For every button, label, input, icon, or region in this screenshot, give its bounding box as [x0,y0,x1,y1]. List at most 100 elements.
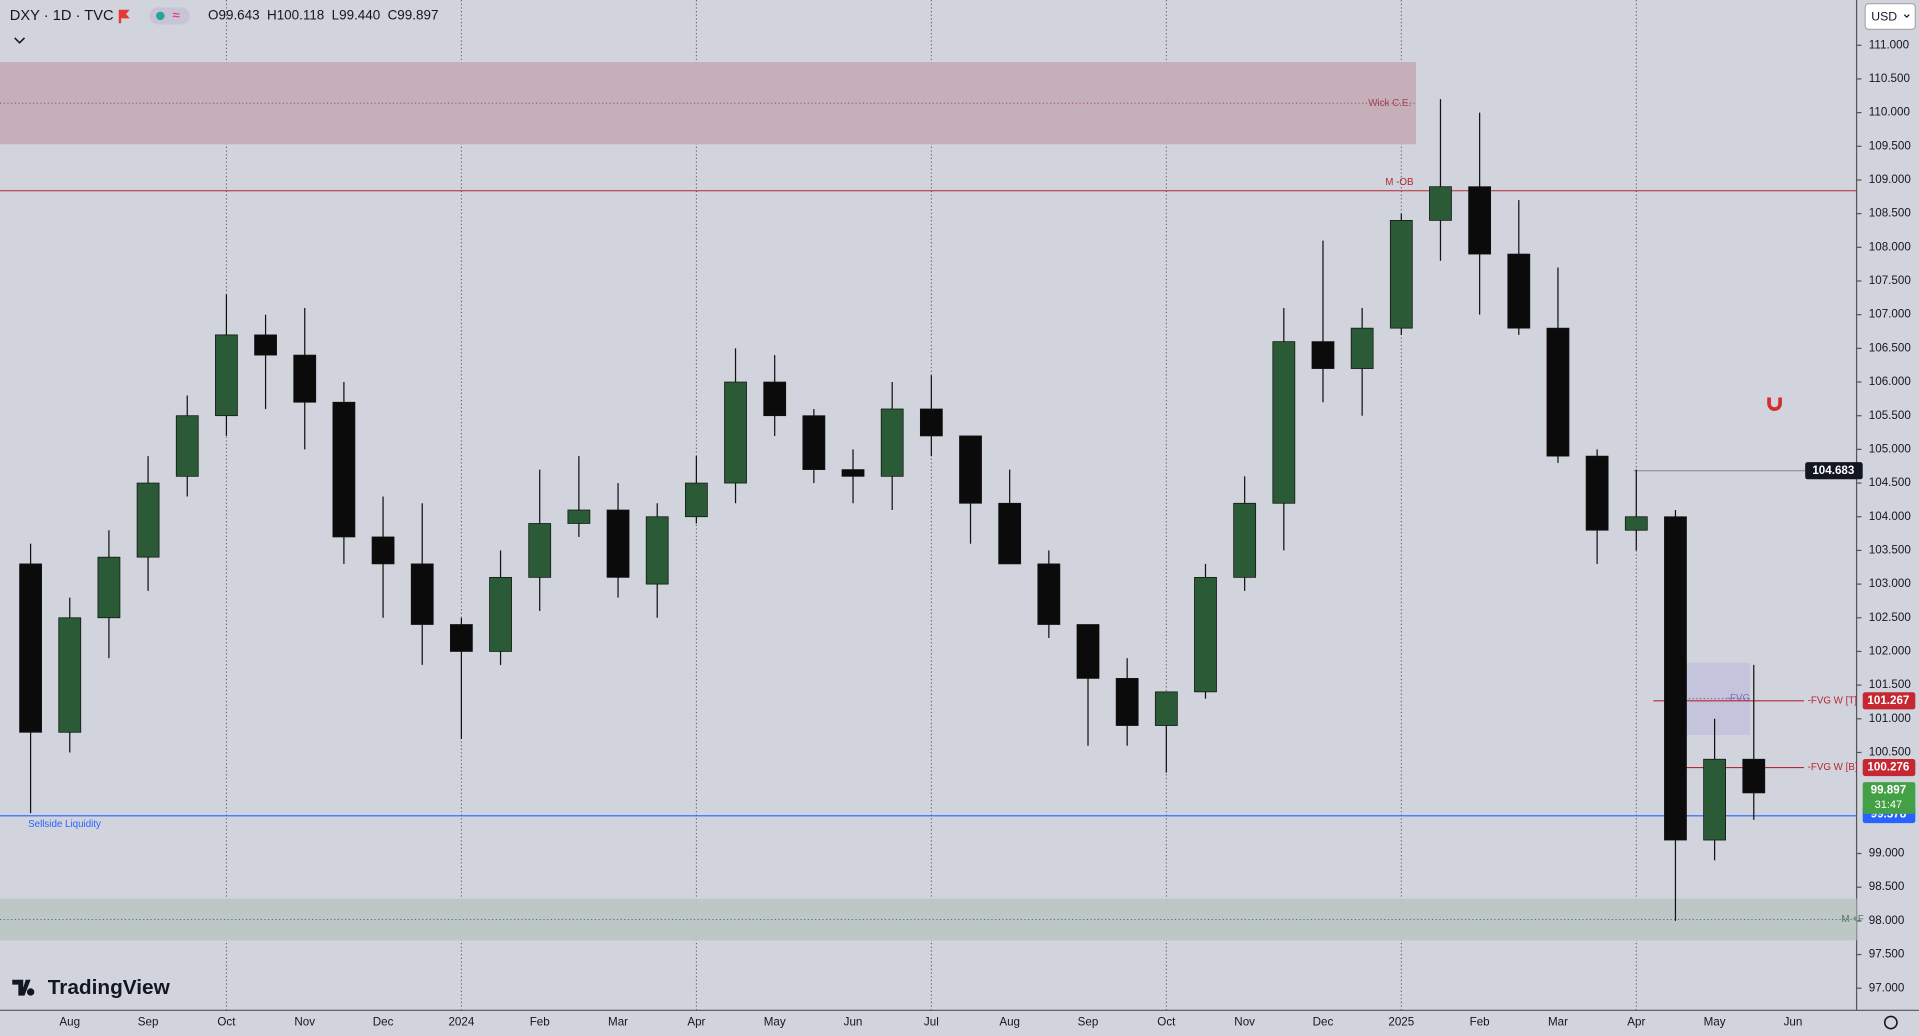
candle-body [19,563,42,733]
currency-button[interactable] [1864,3,1916,30]
ohlc-value: 100.118 [277,7,325,22]
zone [0,62,1416,145]
x-tick-label: May [764,1016,786,1029]
x-tick-label: Sep [138,1016,159,1029]
y-tick-label: 99.000 [1869,847,1905,860]
x-tick-label: Aug [59,1016,80,1029]
level-label: -FVG W [B] [1808,762,1858,773]
y-tick-label: 102.000 [1869,645,1911,658]
ohlc-value: 99.440 [339,7,380,22]
candle-body [332,401,356,538]
y-tick-label: 111.000 [1869,38,1909,51]
status-dot [156,11,165,21]
candle-body [684,482,708,518]
collapse-icon[interactable] [14,37,26,44]
candle-body [1115,678,1139,726]
plot-bg [0,0,1857,1010]
candle-body [1429,186,1452,221]
price-tag [1862,782,1916,814]
x-tick-label: May [1704,1016,1726,1029]
price-tag [1805,462,1863,480]
y-tick-label: 98.500 [1869,880,1905,893]
candle-body [410,563,434,625]
candle-body [136,482,160,558]
y-tick-label: 106.500 [1869,341,1911,354]
y-tick-label: 104.500 [1869,476,1911,489]
candle-body [175,415,199,477]
x-tick-label: Dec [373,1016,394,1029]
x-tick-label: Mar [608,1016,628,1029]
candle-body [1350,327,1374,369]
x-tick-label: Oct [1157,1016,1176,1029]
candle-body [1468,186,1492,255]
candle-body [1037,563,1061,625]
level-label: -FVG W [T] [1808,695,1858,706]
candle-body [1233,502,1257,578]
price-axis[interactable] [1856,0,1919,1036]
candle-body [802,415,826,470]
price-tag [1862,692,1916,710]
candle-body [1703,758,1726,841]
price-tag-label: 104.683 [1812,464,1855,477]
candle-body [1624,516,1648,531]
x-tick-label: Feb [1470,1016,1490,1029]
zone [0,898,1857,941]
x-tick-label: Dec [1313,1016,1334,1029]
candle-body [880,408,904,477]
y-tick-label: 108.500 [1869,207,1911,220]
zone-label: Wick C.E. [1368,98,1411,109]
candle-body [528,523,552,578]
ohlc-legend: O 99.643 H 100.118 L 99.440 C 99.897 [208,7,438,22]
price-tag-label: 101.267 [1867,694,1909,707]
y-tick-label: 110.000 [1869,106,1910,119]
x-tick-label: Sep [1078,1016,1099,1029]
y-tick-label: 108.000 [1869,240,1911,253]
x-tick-label: 2025 [1388,1016,1414,1029]
y-tick-label: 103.500 [1869,543,1911,556]
y-tick-label: 107.000 [1869,308,1911,321]
candle-body [1194,576,1217,693]
candle-body [371,536,395,565]
magnet-icon[interactable] [1767,397,1782,411]
y-tick-label: 105.500 [1869,409,1911,422]
y-tick-label: 101.500 [1869,678,1911,691]
ohlc-value: 99.897 [397,7,438,22]
candle-body [97,556,121,619]
candle-body [724,381,747,484]
ohlc-value: 99.643 [219,7,260,22]
level-label: M -OB [1385,177,1413,188]
x-tick-label: Apr [687,1016,705,1029]
y-tick-label: 106.000 [1869,375,1911,388]
candle-body [58,617,82,733]
x-tick-label: Oct [217,1016,236,1029]
y-tick-label: 110.500 [1869,72,1910,85]
logo[interactable]: TradingView [12,976,171,999]
candle-body [645,516,669,585]
y-tick-label: 109.000 [1869,173,1911,186]
status-icon: ≈ [173,7,180,22]
candle-body [1311,341,1335,369]
candle-body [293,354,317,403]
candle-body [1546,327,1570,457]
price-tag [1862,759,1916,777]
status-pill[interactable] [149,7,190,25]
candle-body [1389,220,1413,329]
flag-icon[interactable] [118,9,130,24]
price-tag-label: 99.897 [1871,784,1907,797]
x-tick-label: Aug [999,1016,1020,1029]
symbol[interactable]: DXY · 1D · TVC [10,8,114,24]
y-tick-label: 103.000 [1869,577,1911,590]
y-tick-label: 101.000 [1869,712,1911,725]
candle-body [841,469,865,477]
candle-body [450,624,473,652]
currency[interactable]: USD [1871,9,1897,23]
x-tick-label: Feb [530,1016,550,1029]
ohlc-key: C [388,7,398,22]
candle-body [1664,516,1687,841]
ohlc-key: H [267,7,277,22]
candle-body [763,381,787,417]
logo-mark [12,979,35,996]
settings-icon[interactable] [1883,1015,1898,1030]
x-tick-label: Nov [1234,1016,1255,1029]
